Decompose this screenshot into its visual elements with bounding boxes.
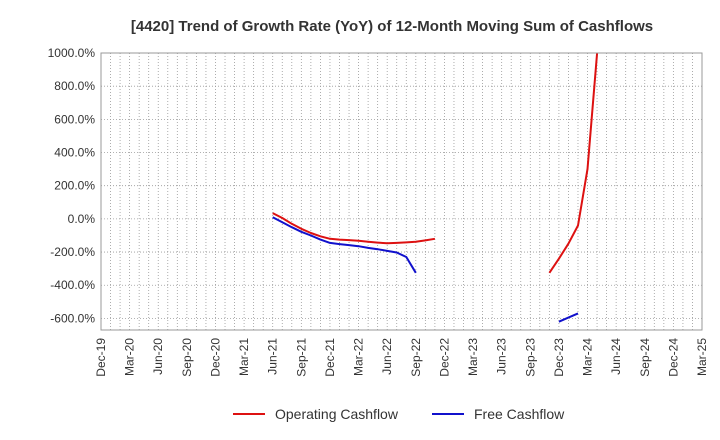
- x-tick-label: Mar-22: [352, 338, 366, 376]
- y-tick-label: -600.0%: [50, 311, 95, 325]
- x-tick-label: Mar-20: [123, 338, 137, 376]
- x-tick-label: Jun-21: [266, 338, 280, 375]
- legend-label-free-cashflow: Free Cashflow: [474, 406, 565, 422]
- x-tick-label: Mar-23: [466, 338, 480, 376]
- y-tick-label: 200.0%: [54, 179, 95, 193]
- y-tick-label: 600.0%: [54, 112, 95, 126]
- x-tick-label: Mar-21: [237, 338, 251, 376]
- free-cashflow-line: [558, 312, 579, 323]
- x-tick-label: Jun-24: [609, 338, 623, 375]
- x-tick-label: Dec-19: [94, 338, 108, 377]
- x-tick-label: Sep-23: [523, 338, 537, 377]
- x-tick-label: Dec-21: [323, 338, 337, 377]
- legend-label-operating-cashflow: Operating Cashflow: [275, 406, 399, 422]
- y-tick-label: 0.0%: [68, 212, 96, 226]
- x-tick-label: Dec-24: [666, 338, 680, 377]
- y-tick-label: -200.0%: [50, 245, 95, 259]
- y-tick-label: 400.0%: [54, 146, 95, 160]
- y-tick-label: -400.0%: [50, 278, 95, 292]
- free-cashflow-line: [272, 216, 417, 274]
- legend: Operating Cashflow Free Cashflow: [233, 406, 565, 422]
- x-tick-label: Dec-20: [208, 338, 222, 377]
- y-tick-label: 1000.0%: [48, 46, 96, 60]
- x-tick-label: Sep-22: [409, 338, 423, 377]
- x-tick-label: Sep-24: [638, 338, 652, 377]
- y-axis: 1000.0% 800.0% 600.0% 400.0% 200.0% 0.0% -200.…: [48, 46, 96, 325]
- grid: [100, 52, 703, 330]
- x-tick-label: Sep-21: [294, 338, 308, 377]
- operating-cashflow-line: [548, 53, 599, 274]
- x-tick-label: Dec-22: [437, 338, 451, 377]
- operating-cashflow-line: [272, 212, 436, 245]
- x-tick-label: Mar-25: [695, 338, 709, 376]
- y-tick-label: 800.0%: [54, 79, 95, 93]
- chart-title: [4420] Trend of Growth Rate (YoY) of 12-…: [131, 18, 653, 35]
- plot-lines: [272, 53, 599, 323]
- x-tick-label: Jun-20: [151, 338, 165, 375]
- x-tick-label: Dec-23: [552, 338, 566, 377]
- x-tick-label: Jun-23: [495, 338, 509, 375]
- x-tick-label: Jun-22: [380, 338, 394, 375]
- plot-area-border: [100, 52, 703, 331]
- x-tick-label: Mar-24: [581, 338, 595, 376]
- x-axis: Dec-19 Mar-20 Jun-20 Sep-20 Dec-20 Mar-21 Jun-…: [94, 338, 709, 377]
- x-tick-label: Sep-20: [180, 338, 194, 377]
